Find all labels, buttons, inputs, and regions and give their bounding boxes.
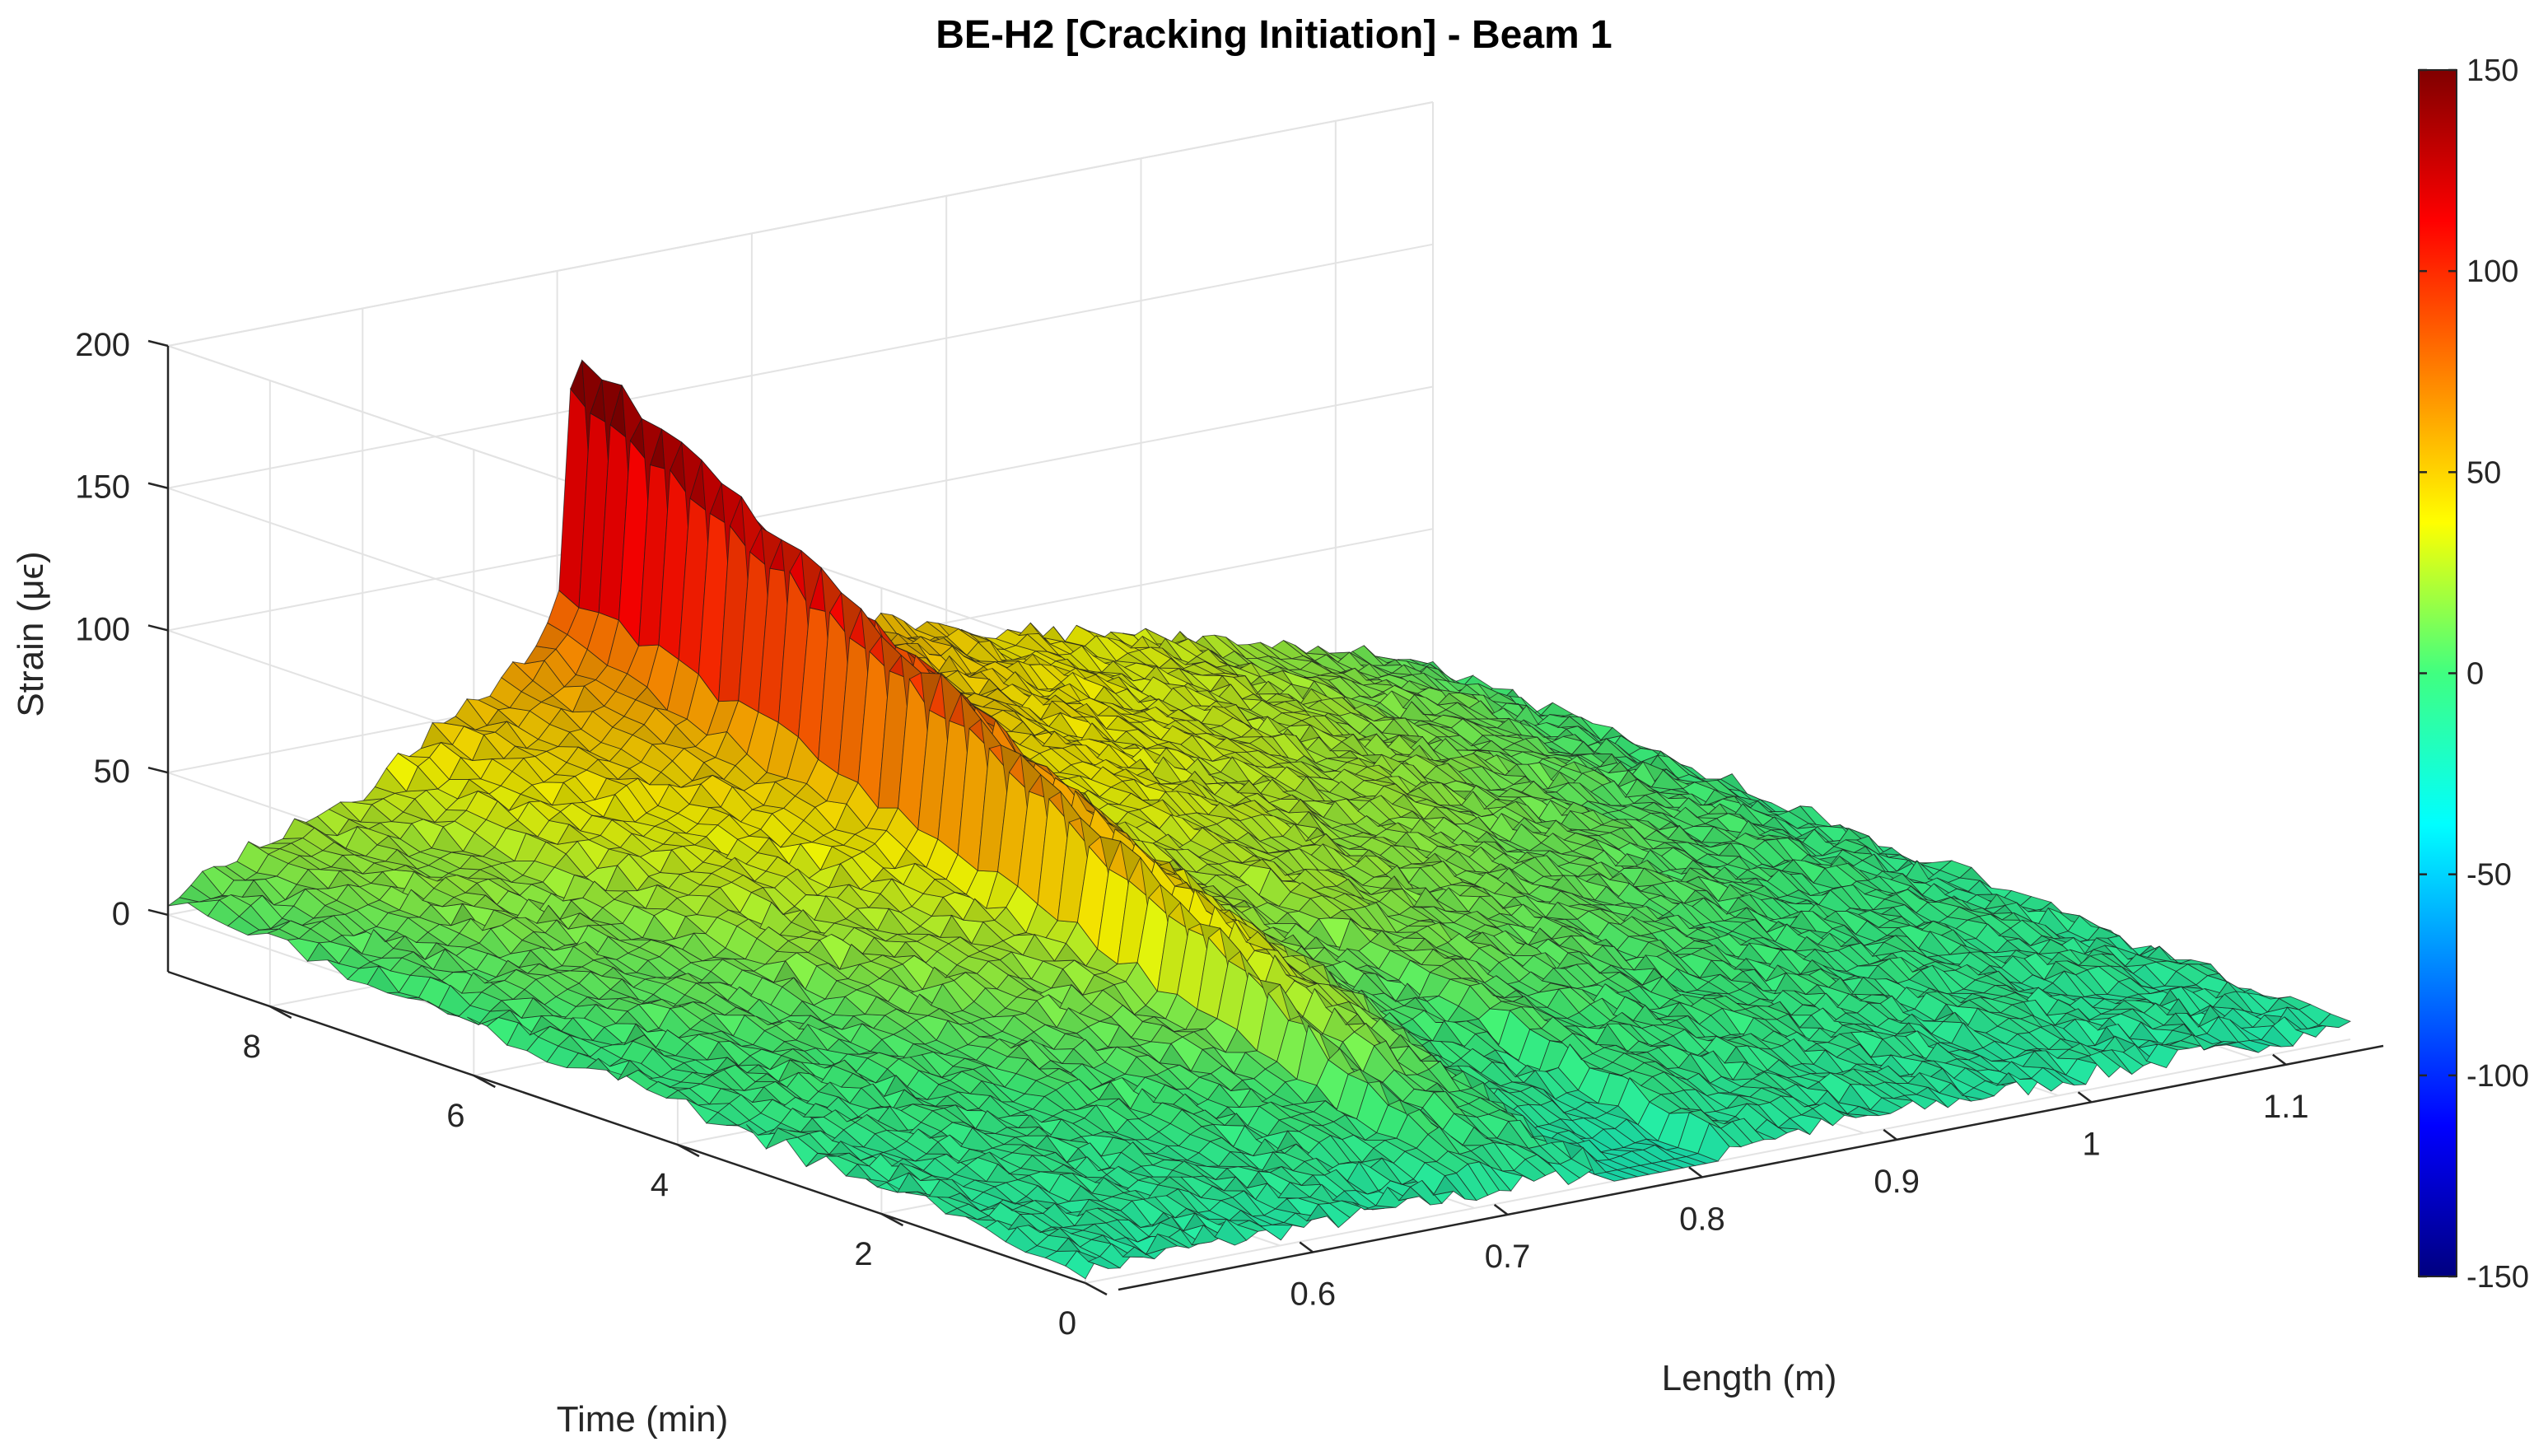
strain-surface: [167, 359, 2352, 1280]
surface-patch: [1540, 702, 1574, 717]
chart-title: BE-H2 [Cracking Initiation] - Beam 1: [936, 13, 1612, 57]
surface-patch: [1259, 1224, 1294, 1241]
